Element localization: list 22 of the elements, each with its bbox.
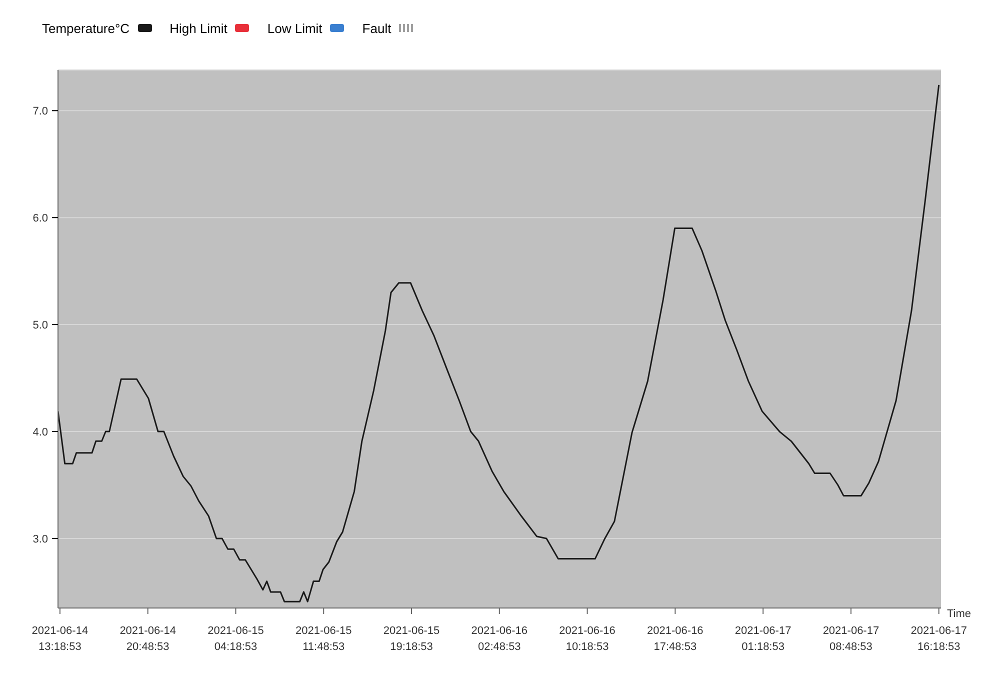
y-tick-label: 5.0 xyxy=(32,320,48,332)
y-tick-label: 6.0 xyxy=(32,212,48,225)
line-series xyxy=(58,84,940,602)
legend-label: High Limit xyxy=(170,20,228,36)
x-tick-label: 2021-06-14 20:48:53 xyxy=(120,625,176,653)
x-tick-label: 2021-06-16 17:48:53 xyxy=(647,625,704,653)
x-tick-label: 2021-06-17 16:18:53 xyxy=(910,625,967,653)
x-tick-label: 2021-06-16 02:48:53 xyxy=(471,625,528,653)
x-tick-label: 2021-06-17 01:18:53 xyxy=(734,625,792,653)
legend-label: Fault xyxy=(362,20,392,36)
x-tick-label: 2021-06-15 11:48:53 xyxy=(295,625,352,653)
legend-label: Low Limit xyxy=(267,20,322,36)
x-tick-label: 2021-06-16 10:18:53 xyxy=(559,625,616,653)
y-tick-label: 4.0 xyxy=(32,426,48,439)
x-axis-title: Time xyxy=(947,608,972,620)
x-tick-label: 2021-06-14 13:18:53 xyxy=(32,625,88,653)
y-tick-label: 7.0 xyxy=(32,106,48,118)
y-tick-label: 3.0 xyxy=(32,533,48,546)
x-tick-label: 2021-06-15 04:18:53 xyxy=(208,625,264,653)
x-tick-label: 2021-06-17 08:48:53 xyxy=(822,625,880,653)
legend-label: Temperature°C xyxy=(42,20,130,36)
x-tick-label: 2021-06-15 19:18:53 xyxy=(383,625,440,653)
